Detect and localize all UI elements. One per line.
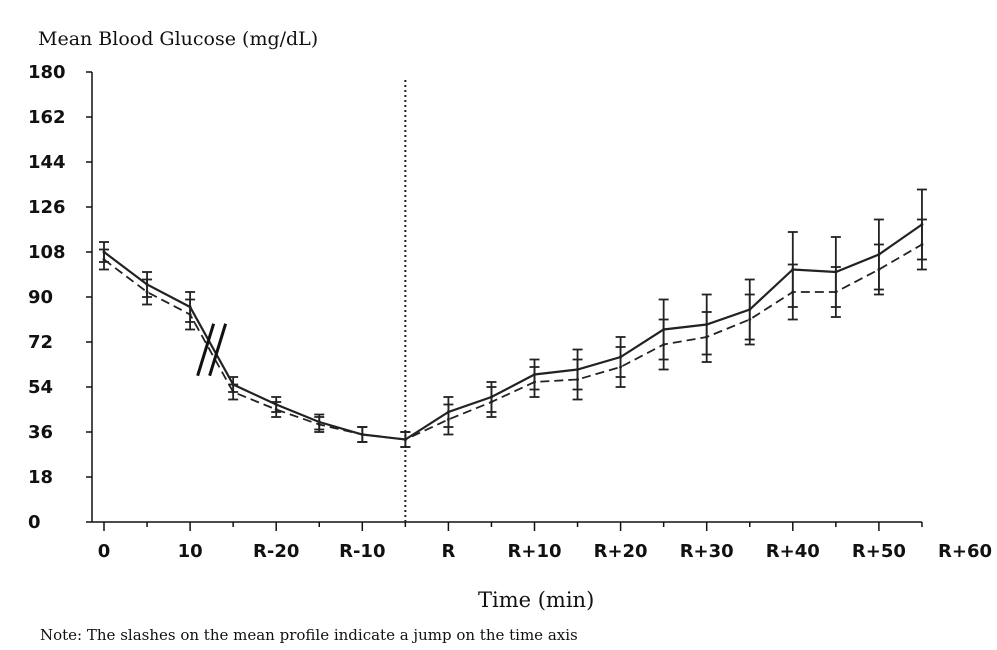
- data-point-dashed: [446, 418, 450, 421]
- data-point-dashed: [877, 268, 881, 271]
- chart-note: Note: The slashes on the mean profile in…: [40, 626, 578, 644]
- x-tick-label: R+20: [594, 541, 648, 562]
- y-tick-label: 36: [28, 422, 53, 443]
- series-line-dashed: [103, 243, 923, 441]
- y-tick-label: 126: [28, 197, 66, 218]
- data-point-dashed: [102, 258, 106, 261]
- y-tick-label: 72: [28, 332, 53, 353]
- y-tick-label: 18: [28, 467, 53, 488]
- y-tick-label: 54: [28, 377, 53, 398]
- x-tick-label: R+50: [852, 541, 906, 562]
- data-point-dashed: [791, 290, 795, 294]
- x-tick-label: R-10: [339, 541, 385, 562]
- y-tick-label: 0: [28, 512, 41, 533]
- data-point-dashed: [231, 390, 235, 394]
- data-point-dashed: [145, 290, 149, 294]
- data-point-dashed: [920, 243, 924, 246]
- x-tick-label: R+10: [508, 541, 562, 562]
- data-point-dashed: [403, 438, 407, 441]
- y-tick-label: 180: [28, 62, 66, 83]
- data-point-dashed: [317, 423, 321, 426]
- x-tick-label: R-20: [253, 541, 299, 562]
- data-point-dashed: [576, 378, 580, 381]
- y-tick-label: 108: [28, 242, 66, 263]
- data-point-dashed: [619, 365, 623, 369]
- y-tick-label: 90: [28, 287, 53, 308]
- axis-break-slash: [208, 323, 228, 377]
- x-tick-label: 10: [178, 541, 203, 562]
- data-point-dashed: [274, 408, 278, 411]
- x-axis-title: Time (min): [478, 588, 595, 612]
- data-point-dashed: [360, 433, 364, 436]
- data-point-dashed: [834, 290, 838, 294]
- x-tick-label: 0: [98, 541, 111, 562]
- y-axis-title: Mean Blood Glucose (mg/dL): [38, 28, 319, 50]
- x-tick-label: R: [441, 541, 455, 562]
- series-line-solid: [103, 223, 923, 441]
- x-tick-label: R+40: [766, 541, 820, 562]
- x-tick-label: R+60: [938, 541, 992, 562]
- y-tick-label: 144: [28, 152, 66, 173]
- data-point-dashed: [662, 343, 666, 346]
- axis-break-slash: [196, 323, 216, 377]
- y-tick-label: 162: [28, 107, 66, 128]
- data-point-dashed: [533, 380, 536, 384]
- x-tick-label: R+30: [680, 541, 734, 562]
- data-point-dashed: [748, 318, 752, 321]
- data-point-dashed: [489, 400, 493, 404]
- data-point-dashed: [705, 335, 709, 339]
- data-point-dashed: [188, 313, 192, 316]
